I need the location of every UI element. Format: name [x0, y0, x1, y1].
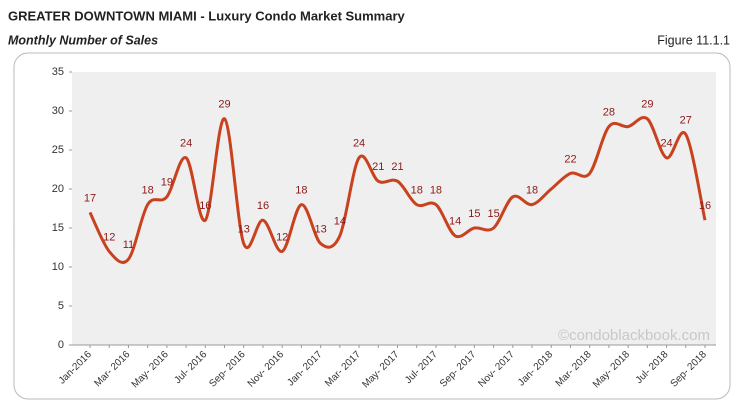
data-label: 15	[468, 208, 480, 220]
data-label: 18	[526, 185, 538, 197]
data-label: 18	[295, 185, 307, 197]
y-tick-label: 30	[52, 105, 64, 117]
y-tick-label: 20	[52, 183, 64, 195]
line	[88, 116, 707, 264]
data-label: 18	[142, 185, 154, 197]
data-label: 12	[103, 231, 115, 243]
data-label: 13	[315, 224, 327, 236]
data-label: 17	[84, 192, 96, 204]
data-label: 27	[680, 114, 692, 126]
data-label: 29	[218, 99, 230, 111]
y-tick-label: 5	[58, 300, 64, 312]
data-label: 24	[180, 138, 192, 150]
data-label: 16	[699, 200, 711, 212]
data-label: 12	[276, 231, 288, 243]
plot-area	[72, 72, 716, 345]
figure-label: Figure 11.1.1	[657, 33, 730, 47]
data-label: 14	[449, 216, 461, 228]
data-label: 29	[641, 99, 653, 111]
data-label: 24	[660, 138, 672, 150]
chart-subtitle: Monthly Number of Sales	[8, 33, 158, 47]
data-label: 21	[372, 161, 384, 173]
data-label: 16	[257, 200, 269, 212]
data-label: 18	[411, 185, 423, 197]
data-label: 22	[564, 153, 576, 165]
y-tick-label: 25	[52, 144, 64, 156]
y-tick-label: 35	[52, 66, 64, 78]
data-label: 14	[334, 216, 346, 228]
data-label: 18	[430, 185, 442, 197]
y-tick-label: 10	[52, 261, 64, 273]
chart-title: GREATER DOWNTOWN MIAMI - Luxury Condo Ma…	[8, 8, 406, 23]
data-label: 15	[487, 208, 499, 220]
y-tick-label: 0	[58, 339, 64, 351]
data-label: 13	[238, 224, 250, 236]
y-tick-label: 15	[52, 222, 64, 234]
data-label: 16	[199, 200, 211, 212]
data-label: 11	[123, 239, 134, 251]
data-label: 19	[161, 177, 173, 189]
data-label: 28	[603, 107, 615, 119]
data-label: 24	[353, 138, 365, 150]
data-label: 21	[391, 161, 403, 173]
watermark: ©condoblackbook.com	[558, 327, 710, 344]
